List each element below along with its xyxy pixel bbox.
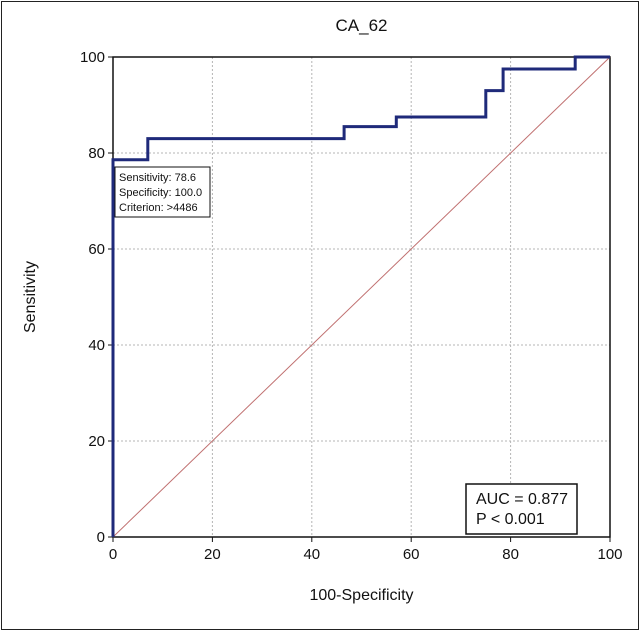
chart-title: CA_62: [336, 16, 388, 35]
y-tick-label: 80: [88, 145, 105, 162]
y-axis-ticks: 0 20 40 60 80 100: [80, 49, 113, 546]
stats-box-frame: [465, 483, 578, 535]
x-tick-label: 40: [303, 546, 320, 563]
stats-box: AUC = 0.877 P < 0.001: [465, 483, 578, 535]
y-tick-label: 20: [88, 433, 105, 450]
annotation-box: [114, 166, 211, 218]
y-tick-label: 40: [88, 337, 105, 354]
y-tick-label: 100: [80, 49, 105, 66]
annotation-specificity: Specificity: 100.0: [119, 187, 202, 199]
series-group: [111, 55, 611, 538]
x-tick-label: 60: [403, 546, 420, 563]
reference-diagonal-line: [112, 56, 611, 538]
y-tick-label: 0: [97, 529, 105, 546]
stats-auc: AUC = 0.877: [476, 491, 568, 508]
annotation-criterion: Criterion: >4486: [119, 202, 198, 214]
y-axis-label: Sensitivity: [22, 261, 39, 333]
x-axis-ticks: 0 20 40 60 80 100: [109, 537, 623, 563]
x-tick-label: 20: [204, 546, 221, 563]
annotation-sensitivity: Sensitivity: 78.6: [119, 172, 196, 184]
stats-p-value: P < 0.001: [476, 511, 545, 528]
x-axis-label: 100-Specificity: [309, 587, 413, 604]
x-tick-label: 0: [109, 546, 117, 563]
y-tick-label: 60: [88, 241, 105, 258]
x-tick-label: 80: [502, 546, 519, 563]
criterion-annotation: Sensitivity: 78.6 Specificity: 100.0 Cri…: [114, 166, 211, 218]
grid: [113, 57, 610, 537]
roc-curve-line: [111, 55, 610, 537]
x-tick-label: 100: [597, 546, 622, 563]
